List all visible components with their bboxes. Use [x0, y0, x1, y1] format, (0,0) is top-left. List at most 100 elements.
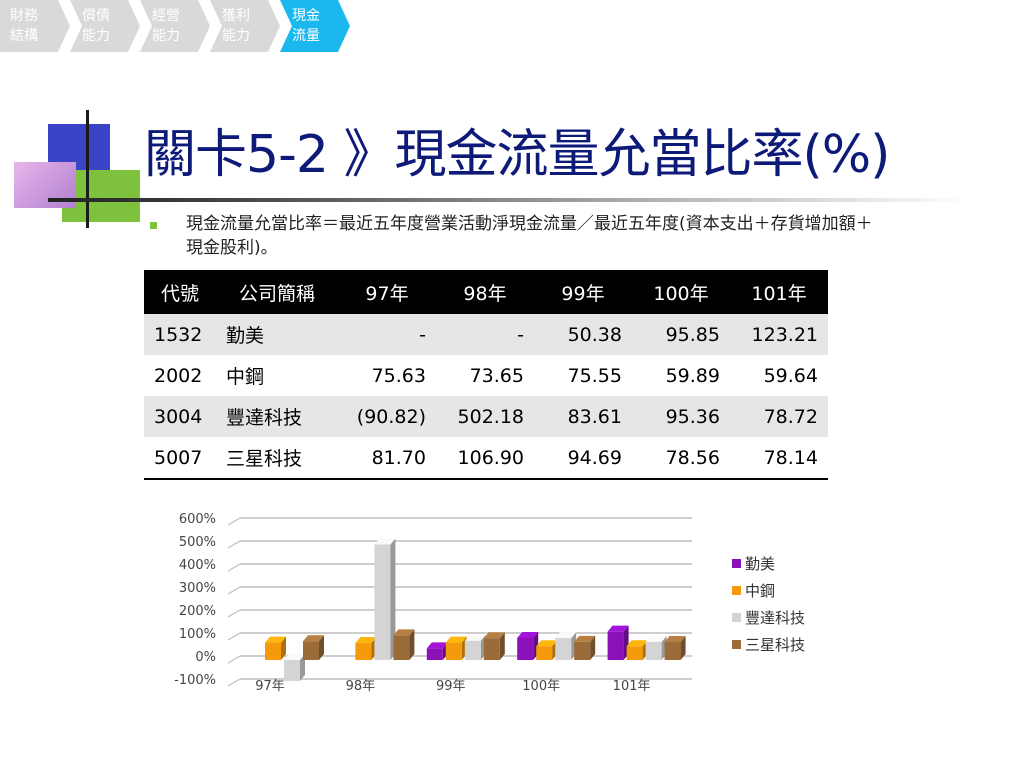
nav-step-financial-structure[interactable]: 財務 結構: [0, 0, 70, 52]
bar: [265, 642, 281, 660]
cell-value: 94.69: [534, 437, 632, 480]
cell-value: (90.82): [338, 396, 436, 437]
bar: [374, 544, 391, 660]
bar: [517, 637, 534, 660]
nav-step-label: 財務: [10, 8, 38, 24]
cell-value: 50.38: [534, 314, 632, 355]
bar: [555, 638, 572, 660]
cell-value: 83.61: [534, 396, 632, 437]
bar: [645, 641, 662, 660]
column-header-97: 97年: [338, 270, 436, 314]
nav-step-label: 償債: [82, 8, 110, 24]
bar: [445, 642, 462, 660]
bar: [303, 641, 319, 660]
cell-company: 三星科技: [216, 437, 338, 480]
gridline-depth: [227, 586, 241, 595]
column-header-99: 99年: [534, 270, 632, 314]
bar-side: [590, 635, 596, 660]
nav-step-label: 結構: [10, 28, 38, 44]
legend-label: 勤美: [745, 555, 776, 573]
y-tick-label: 200%: [179, 604, 216, 619]
gridline-depth: [227, 517, 241, 526]
y-tick-label: 0%: [195, 650, 216, 665]
chart-legend: 勤美 中鋼 豐達科技 三星科技: [732, 550, 805, 658]
cell-value: 59.89: [665, 364, 720, 387]
legend-item: 豐達科技: [732, 604, 805, 631]
bar-side: [281, 636, 286, 660]
bar-side: [390, 538, 396, 660]
cell-value: 123.21: [730, 314, 828, 355]
cell-value: -: [436, 314, 534, 355]
bar: [607, 631, 624, 660]
bar-top: [393, 629, 415, 636]
bar-top: [303, 635, 324, 642]
cell-value: 95.85: [632, 314, 730, 355]
nav-step-label: 流量: [292, 28, 320, 44]
nav-step-solvency[interactable]: 償債 能力: [70, 0, 140, 52]
bar-side: [680, 636, 686, 660]
column-header-101: 101年: [730, 270, 828, 314]
decor-vertical-line: [86, 110, 89, 228]
table-row: 3004 豐達科技 (90.82) 502.18 83.61 95.36 78.…: [144, 396, 828, 437]
cell-code: 3004: [144, 396, 216, 437]
y-tick-label: 500%: [179, 535, 216, 550]
legend-item: 三星科技: [732, 631, 805, 658]
bar-top: [355, 637, 377, 644]
bar-top: [464, 634, 486, 641]
bar-top: [284, 654, 305, 660]
x-tick-label: 98年: [346, 679, 376, 694]
bar: [664, 642, 681, 660]
cell-value: 78.72: [730, 396, 828, 437]
cell-code: 2002: [154, 364, 203, 387]
nav-step-label: 能力: [152, 28, 180, 44]
cell-company: 中鋼: [226, 366, 265, 388]
bar-side: [319, 635, 324, 660]
nav-step-label: 經營: [152, 8, 180, 24]
bar: [284, 660, 300, 681]
y-tick-label: 300%: [179, 581, 216, 596]
table-row: 5007 三星科技 81.70 106.90 94.69 78.56 78.14: [144, 437, 828, 480]
y-tick-label: 600%: [179, 512, 216, 527]
x-tick-label: 100年: [522, 679, 560, 694]
cell-value: 78.14: [730, 437, 828, 480]
legend-label: 中鋼: [745, 582, 776, 600]
bar-top: [645, 635, 667, 642]
x-tick-label: 101年: [613, 679, 651, 694]
bar-side: [300, 654, 305, 681]
cash-flow-ratio-table: 代號 公司簡稱 97年 98年 99年 100年 101年 1532 勤美 - …: [144, 270, 828, 480]
nav-step-operating[interactable]: 經營 能力: [140, 0, 210, 52]
legend-item: 勤美: [732, 550, 805, 577]
cell-value: 502.18: [436, 396, 534, 437]
bar: [426, 648, 443, 660]
nav-step-label: 現金: [292, 8, 320, 24]
nav-step-profitability[interactable]: 獲利 能力: [210, 0, 280, 52]
cell-value: 73.65: [469, 364, 524, 387]
bar-top: [517, 631, 539, 638]
bar: [574, 641, 591, 660]
cell-code: 1532: [144, 314, 216, 355]
bar-top: [426, 642, 448, 649]
y-tick-label: 400%: [179, 558, 216, 573]
table-header-row: 代號 公司簡稱 97年 98年 99年 100年 101年: [144, 270, 828, 314]
bar-top: [374, 538, 396, 545]
title-underline: [48, 198, 968, 202]
column-header-98: 98年: [436, 270, 534, 314]
cell-value: 78.56: [632, 437, 730, 480]
gridline-depth: [227, 609, 241, 618]
legend-swatch: [732, 640, 741, 649]
cell-value: 75.55: [567, 364, 622, 387]
bar: [464, 640, 481, 660]
x-tick-label: 99年: [436, 679, 466, 694]
cell-company: 豐達科技: [216, 396, 338, 437]
nav-step-label: 能力: [222, 28, 250, 44]
bar-top: [555, 632, 577, 639]
gridline-depth: [227, 678, 241, 687]
cell-value: 106.90: [436, 437, 534, 480]
bar: [536, 646, 553, 660]
nav-step-cash-flow[interactable]: 現金 流量: [280, 0, 350, 52]
legend-label: 三星科技: [745, 636, 806, 654]
x-tick-label: 97年: [255, 679, 285, 694]
bar-top: [483, 632, 505, 639]
bar-side: [409, 629, 415, 660]
bar: [626, 646, 643, 660]
